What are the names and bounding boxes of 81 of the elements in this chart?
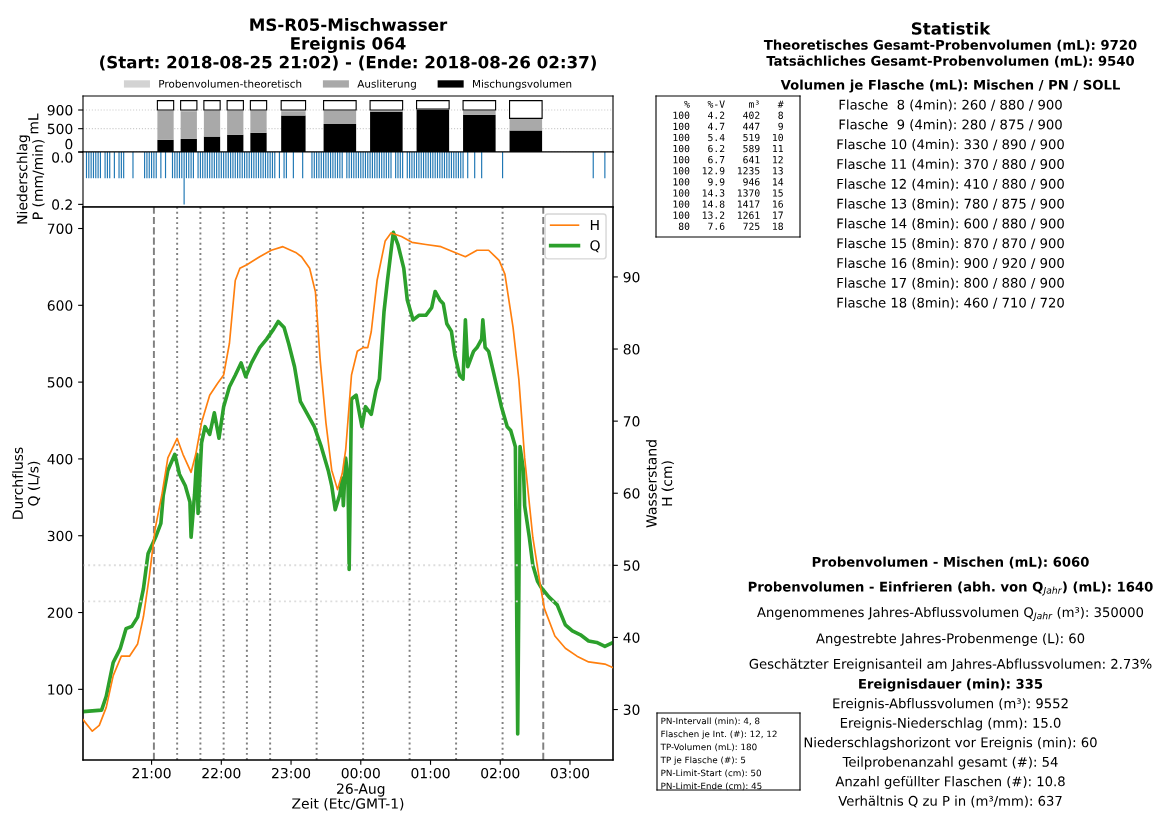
text: Flasche 18 (8min): 460 / 710 / 720 bbox=[837, 297, 1064, 310]
y-tick-label: 0.0 bbox=[52, 152, 73, 163]
text: Ereignisdauer (min): 335 bbox=[859, 678, 1043, 692]
text: PN-Limit-Start (cm): 50 bbox=[661, 769, 761, 778]
x-tick-label: 03:00 bbox=[550, 767, 590, 779]
y-tick-label: 0.2 bbox=[52, 199, 72, 210]
y2-tick-label: 30 bbox=[623, 704, 640, 715]
chart-title: MS-R05-Mischwasser Ereignis 064 (Start: 2018-08-25 21:02) - (Ende: 2018-08-26 02:37) bbox=[100, 18, 596, 71]
text: 100 13.2 1261 17 bbox=[673, 211, 783, 219]
legend-label: Mischungsvolumen bbox=[473, 79, 572, 90]
text: Verhältnis Q zu P in (m³/mm): 637 bbox=[838, 795, 1062, 808]
text: 100 6.2 589 11 bbox=[673, 144, 783, 153]
y-tick-label: 700 bbox=[47, 223, 73, 234]
y2-tick-label: 60 bbox=[623, 488, 640, 499]
text: Volumen je Flasche (mL): Mischen / PN / SOLL bbox=[780, 79, 1120, 93]
y-tick-label: 0 bbox=[65, 138, 73, 150]
y-axis-title: mL bbox=[28, 113, 39, 134]
text: 100 9.9 946 14 bbox=[673, 178, 784, 186]
text: Flasche 8 (4min): 260 / 880 / 900 bbox=[839, 99, 1062, 112]
y2-tick-label: 40 bbox=[623, 632, 640, 643]
y-tick-label: 500 bbox=[47, 123, 73, 135]
text: 80 7.6 725 18 bbox=[678, 222, 783, 230]
text: Flasche 16 (8min): 900 / 920 / 900 bbox=[837, 257, 1064, 270]
y2-tick-label: 90 bbox=[623, 271, 640, 283]
x-tick-label: 21:00 bbox=[132, 767, 171, 779]
text: 100 14.3 1370 15 bbox=[673, 189, 783, 197]
text: Ereignis-Abflussvolumen (m³): 9552 bbox=[833, 698, 1068, 711]
text: % %-V m³ # bbox=[684, 100, 784, 108]
text: TP je Flasche (#): 5 bbox=[660, 756, 746, 765]
y2-tick-label: 50 bbox=[623, 560, 640, 571]
text: Flasche 15 (8min): 870 / 870 / 900 bbox=[837, 238, 1064, 250]
y-tick-label: 600 bbox=[47, 300, 73, 311]
x-tick-label: 02:00 bbox=[481, 767, 520, 779]
text: Angenommenes Jahres-Abflussvolumen Q$_{Jahr}$ (m³): 350000 bbox=[757, 606, 1144, 621]
text: Probenvolumen - Einfrieren (abh. von Q$_{Jahr}$) (mL): 1640 bbox=[748, 581, 1153, 596]
y-tick-label: 300 bbox=[47, 530, 73, 542]
text: 100 4.2 402 8 bbox=[673, 111, 783, 119]
y-axis-title: Niederschlag P (mm/min) bbox=[16, 135, 45, 224]
text: Flasche 17 (8min): 800 / 880 / 900 bbox=[837, 277, 1064, 290]
y2-tick-label: 70 bbox=[623, 416, 640, 427]
y-axis-title: Durchfluss Q (L/s) bbox=[12, 447, 41, 519]
text: Teilprobenanzahl gesamt (#): 54 bbox=[842, 756, 1058, 770]
y-tick-label: 200 bbox=[47, 607, 73, 619]
legend-label: H bbox=[590, 219, 599, 231]
text: Probenvolumen - Mischen (mL): 6060 bbox=[812, 556, 1089, 569]
text: Angestrebte Jahres-Probenmenge (L): 60 bbox=[816, 633, 1085, 646]
text: 100 14.8 1417 16 bbox=[673, 200, 783, 208]
y-tick-label: 100 bbox=[48, 684, 73, 695]
y2-axis-title: Wasserstand H (cm) bbox=[645, 440, 674, 528]
text: Flasche 13 (8min): 780 / 875 / 900 bbox=[837, 198, 1064, 211]
legend-label: Q bbox=[590, 240, 600, 253]
text: Theoretisches Gesamt-Probenvolumen (mL): 9720 Tatsächliches Gesamt-Probenvolumen (mL): 9540 bbox=[763, 39, 1137, 68]
y-tick-label: 400 bbox=[47, 453, 73, 465]
text: 100 6.7 641 12 bbox=[673, 155, 783, 164]
text: Flaschen je Int. (#): 12, 12 bbox=[661, 730, 777, 739]
x-tick-label: 22:00 bbox=[202, 767, 241, 779]
text: Geschätzter Ereignisanteil am Jahres-Abflussvolumen: 2.73% bbox=[749, 658, 1152, 672]
text: PN-Intervall (min): 4, 8 bbox=[661, 717, 760, 726]
legend-label: Probenvolumen-theoretisch bbox=[159, 79, 302, 88]
text: Flasche 11 (4min): 370 / 880 / 900 bbox=[837, 158, 1064, 171]
y-tick-label: 900 bbox=[47, 104, 73, 116]
x-tick-label: 01:00 bbox=[411, 767, 450, 779]
text: PN-Limit-Ende (cm): 45 bbox=[661, 782, 762, 791]
text: Flasche 12 (4min): 410 / 880 / 900 bbox=[837, 178, 1064, 191]
legend-label: Ausliterung bbox=[357, 79, 416, 90]
text: 100 12.9 1235 13 bbox=[673, 167, 783, 175]
x-tick-label: 23:00 bbox=[272, 767, 311, 779]
text: 100 5.4 519 10 bbox=[673, 133, 783, 142]
text: Niederschlagshorizont vor Ereignis (min): 60 bbox=[804, 737, 1097, 750]
text: TP-Volumen (mL): 180 bbox=[660, 743, 757, 752]
text: Flasche 14 (8min): 600 / 880 / 900 bbox=[837, 218, 1064, 230]
text: 100 4.7 447 9 bbox=[673, 122, 783, 131]
x-tick-label: 00:00 26-Aug bbox=[337, 767, 385, 797]
y-tick-label: 500 bbox=[47, 377, 73, 388]
text: Statistik bbox=[911, 21, 991, 35]
y2-tick-label: 80 bbox=[623, 344, 640, 355]
text: Anzahl gefüllter Flaschen (#): 10.8 bbox=[835, 776, 1065, 789]
text: Ereignis-Niederschlag (mm): 15.0 bbox=[840, 717, 1061, 731]
text: Flasche 10 (4min): 330 / 890 / 900 bbox=[837, 139, 1064, 151]
x-axis-title: Zeit (Etc/GMT-1) bbox=[292, 798, 404, 811]
text: Flasche 9 (4min): 280 / 875 / 900 bbox=[839, 119, 1062, 131]
